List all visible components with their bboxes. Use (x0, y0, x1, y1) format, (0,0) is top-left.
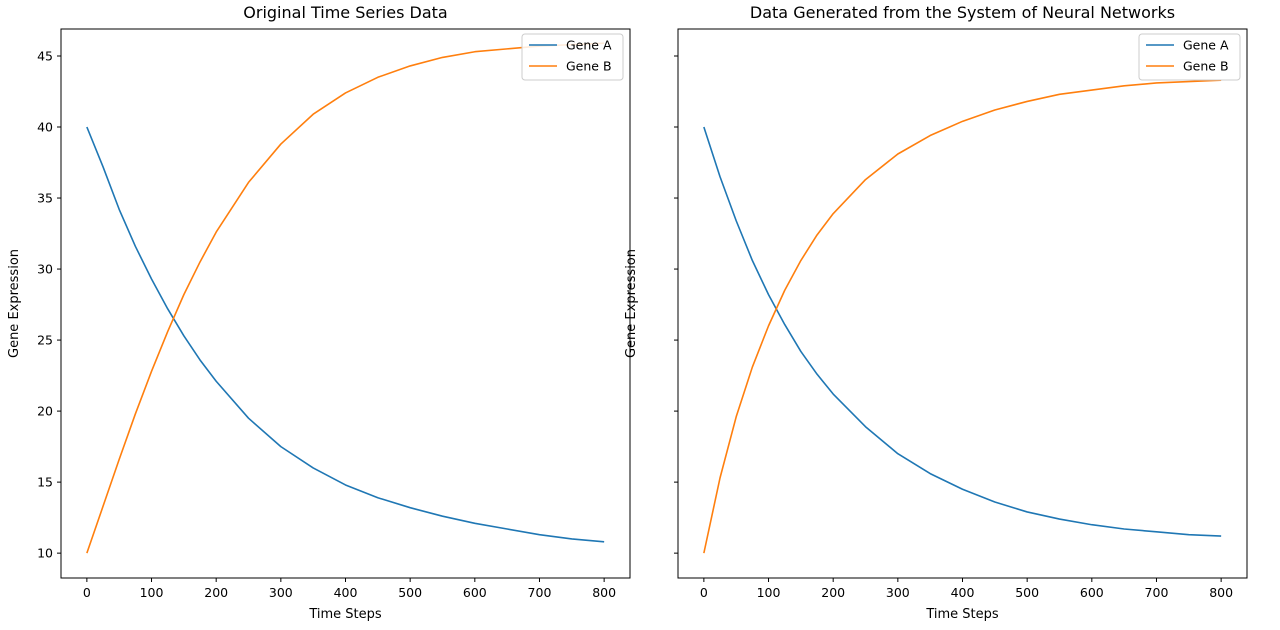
y-tick-label: 45 (37, 48, 53, 63)
x-tick-label: 400 (334, 585, 358, 600)
x-tick-label: 100 (757, 585, 781, 600)
legend: Gene A Gene B (1138, 33, 1241, 81)
x-tick-label: 500 (398, 585, 422, 600)
x-tick-label: 0 (700, 585, 708, 600)
y-axis-label: Gene Expression (624, 249, 639, 358)
y-tick-label: 15 (37, 475, 53, 490)
x-tick-label: 400 (951, 585, 975, 600)
series-line-gene-a (86, 126, 605, 543)
x-tick-label: 200 (204, 585, 228, 600)
x-axis-label: Time Steps (925, 607, 999, 622)
y-axis-label: Gene Expression (7, 249, 22, 358)
legend-label: Gene A (566, 38, 612, 53)
series-line-gene-b (703, 79, 1222, 554)
x-tick-label: 600 (463, 585, 487, 600)
series-line-gene-b (86, 42, 605, 554)
y-tick-label: 35 (37, 191, 53, 206)
x-tick-label: 300 (886, 585, 910, 600)
x-tick-label: 800 (592, 585, 616, 600)
axes-frame (60, 28, 631, 579)
x-tick-label: 800 (1209, 585, 1233, 600)
y-tick-label: 30 (37, 262, 53, 277)
legend: Gene A Gene B (521, 33, 624, 81)
chart-title: Data Generated from the System of Neural… (750, 3, 1175, 22)
x-tick-label: 500 (1015, 585, 1039, 600)
series-line-gene-a (703, 126, 1222, 537)
chart-panel-2: Data Generated from the System of Neural… (624, 3, 1248, 622)
legend-label: Gene A (1183, 38, 1229, 53)
x-tick-label: 600 (1080, 585, 1104, 600)
y-tick-label: 10 (37, 546, 53, 561)
x-tick-label: 700 (528, 585, 552, 600)
x-tick-label: 100 (140, 585, 164, 600)
y-tick-label: 25 (37, 333, 53, 348)
x-tick-label: 0 (83, 585, 91, 600)
chart-panel-1: Original Time Series Data 0 100 200 300 400 50… (7, 3, 631, 622)
x-tick-label: 300 (269, 585, 293, 600)
legend-label: Gene B (1183, 59, 1229, 74)
x-axis-label: Time Steps (308, 607, 382, 622)
legend-label: Gene B (566, 59, 612, 74)
chart-title: Original Time Series Data (243, 3, 447, 22)
y-tick-label: 20 (37, 404, 53, 419)
x-tick-label: 200 (821, 585, 845, 600)
axes-frame (677, 28, 1248, 579)
x-tick-label: 700 (1145, 585, 1169, 600)
y-tick-label: 40 (37, 120, 53, 135)
